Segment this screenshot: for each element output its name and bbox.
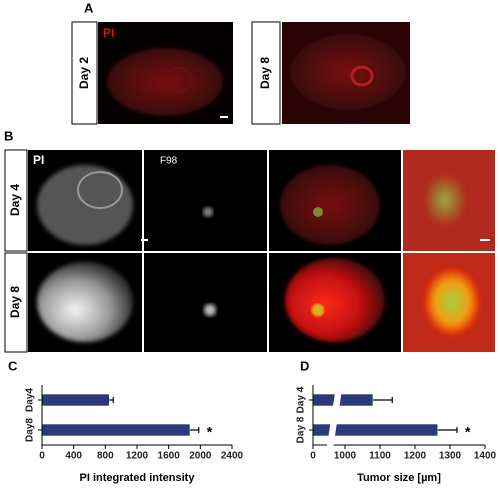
x-tick-label: 400 <box>65 451 82 462</box>
panel-label: B <box>4 128 13 143</box>
stain-label: PI <box>33 153 44 167</box>
tissue <box>37 165 133 245</box>
y-tick-label: Day 8 <box>296 416 307 443</box>
x-tick-label: 1100 <box>369 451 391 462</box>
tumor <box>204 304 216 316</box>
error-bar <box>190 427 200 433</box>
panel-label: A <box>84 0 94 15</box>
tissue <box>290 34 406 110</box>
y-tick-label: Day4 <box>25 388 36 412</box>
row-label-box <box>4 252 28 353</box>
x-tick-label: 0 <box>39 451 45 462</box>
x-tick-label: 0 <box>310 451 316 462</box>
bar <box>41 393 110 407</box>
tissue <box>285 258 385 342</box>
stain-label: F98 <box>160 156 178 167</box>
row-label: Day 8 <box>258 57 272 89</box>
tumor <box>203 207 213 217</box>
x-tick-label: 1600 <box>158 451 181 462</box>
row-label: Day 2 <box>77 57 91 89</box>
x-tick-label: 1400 <box>474 451 497 462</box>
tumor <box>310 302 326 318</box>
x-axis-label: Tumor size [µm] <box>357 472 441 484</box>
annotation: * <box>465 424 471 440</box>
stain-label: PI <box>103 26 114 40</box>
x-tick-label: 1000 <box>334 451 357 462</box>
row-label-box <box>251 21 281 125</box>
tumor <box>423 173 467 227</box>
tissue <box>280 165 380 245</box>
x-tick-label: 800 <box>97 451 114 462</box>
y-tick-label: Day8 <box>25 418 36 442</box>
tissue <box>37 262 133 342</box>
row-label: Day 4 <box>8 184 22 216</box>
axis-break <box>326 383 343 449</box>
x-tick-label: 1200 <box>126 451 149 462</box>
bar <box>41 423 191 437</box>
error-bar <box>373 397 393 403</box>
tumor <box>313 207 323 217</box>
x-tick-label: 1200 <box>404 451 427 462</box>
y-tick-label: Day 4 <box>296 386 307 413</box>
bar <box>312 393 374 407</box>
x-tick-label: 2400 <box>221 451 244 462</box>
panel-label: C <box>8 358 18 373</box>
tumor <box>424 268 480 336</box>
x-axis-label: PI integrated intensity <box>80 472 196 484</box>
panel-label: D <box>300 358 309 373</box>
error-bar <box>109 397 114 403</box>
tissue <box>77 171 123 209</box>
tissue <box>350 65 374 87</box>
row-label: Day 8 <box>8 286 22 318</box>
tissue <box>163 67 193 93</box>
annotation: * <box>207 424 213 440</box>
row-label-box <box>71 21 98 125</box>
x-tick-label: 1300 <box>439 451 462 462</box>
row-label-box <box>4 149 28 252</box>
error-bar <box>437 427 458 433</box>
x-tick-label: 2000 <box>189 451 212 462</box>
